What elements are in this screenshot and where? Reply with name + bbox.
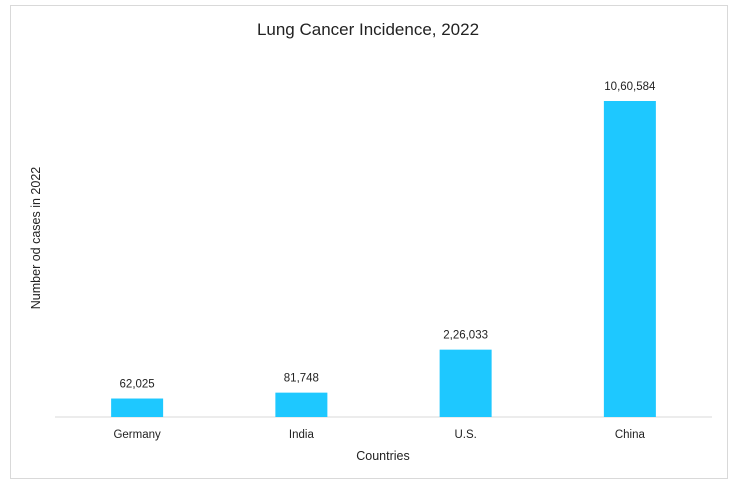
bar-india (275, 392, 328, 417)
bars-group: 62,025 Germany 81,748 India 2,26,033 U.S. 10,6… (111, 81, 656, 441)
y-axis-label: Number od cases in 2022 (29, 167, 43, 309)
x-axis-label: Countries (356, 449, 410, 463)
x-tick-label: Germany (113, 429, 161, 441)
data-label: 10,60,584 (604, 81, 656, 93)
data-label: 62,025 (120, 379, 155, 391)
x-tick-label: India (289, 429, 315, 441)
data-label: 81,748 (284, 373, 319, 385)
bar-u-s (439, 349, 492, 417)
bar-china (603, 101, 656, 417)
x-tick-label: China (615, 429, 646, 441)
x-tick-label: U.S. (454, 429, 476, 441)
bar-germany (111, 398, 164, 417)
data-label: 2,26,033 (443, 330, 488, 342)
chart-title: Lung Cancer Incidence, 2022 (257, 20, 479, 39)
